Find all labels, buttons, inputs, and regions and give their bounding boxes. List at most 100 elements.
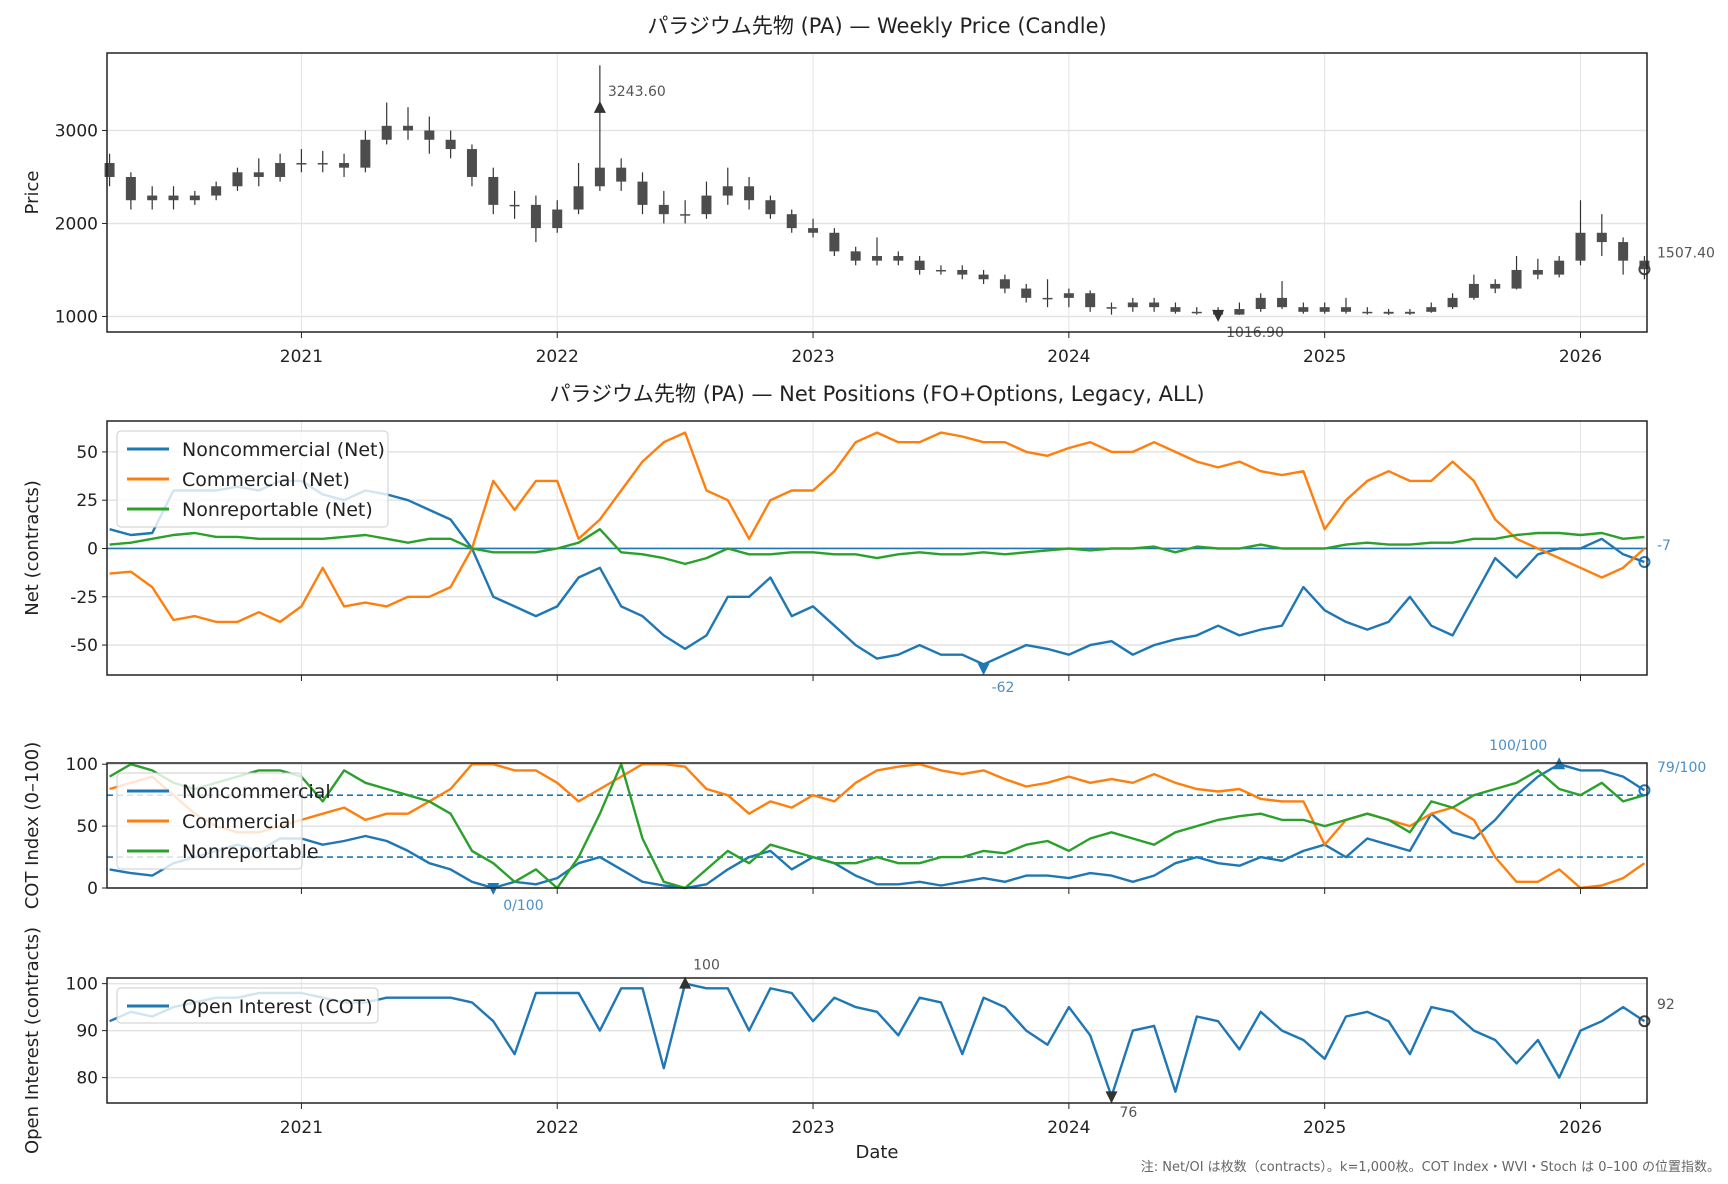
y-tick-label: -50	[70, 636, 98, 656]
y-tick-label: 50	[76, 817, 98, 837]
x-tick-label: 2021	[280, 347, 323, 367]
candle-body	[658, 204, 669, 215]
candle-body	[104, 163, 115, 177]
candle-body	[1468, 283, 1479, 298]
x-tick-label: 2022	[536, 1118, 579, 1138]
candle-body	[829, 232, 840, 252]
legend-label: Commercial	[182, 811, 296, 833]
y-tick-label: 100	[66, 755, 98, 775]
candle-body	[317, 163, 328, 165]
candle-body	[935, 269, 946, 272]
y-tick-label: 100	[66, 975, 98, 995]
candle-body	[1106, 307, 1117, 309]
annotation-label: 3243.60	[608, 84, 666, 100]
candle-body	[125, 176, 136, 201]
y-tick-label: 3000	[55, 121, 98, 141]
legend-label: Nonreportable (Net)	[182, 499, 373, 521]
candle-body	[1042, 297, 1053, 300]
candle-body	[616, 167, 627, 182]
candle-body	[403, 125, 414, 131]
last-value-marker-icon	[1638, 263, 1651, 276]
candle-body	[1021, 288, 1032, 298]
x-axis-label: Date	[855, 1142, 898, 1163]
candle-body	[339, 163, 350, 168]
candle-body	[381, 125, 392, 140]
min-marker-icon	[1212, 309, 1225, 322]
y-axis-label: Open Interest (contracts)	[22, 927, 43, 1154]
candle-body	[999, 279, 1010, 289]
annotation-label: 0/100	[503, 898, 543, 914]
candle-body	[424, 130, 435, 140]
candle-body	[189, 195, 200, 201]
candle-body	[722, 186, 733, 196]
annotation-label: 1016.90	[1226, 325, 1284, 341]
candle-body	[893, 256, 904, 261]
min-marker-icon	[1105, 1091, 1118, 1104]
panel-4: 80 90 100 2021 2022 2023 2024 2025 2026 100 76 92 Op…	[22, 927, 1675, 1163]
candle-body	[1149, 302, 1160, 308]
candle-body	[1404, 311, 1415, 314]
y-tick-label: 25	[76, 491, 98, 511]
y-axis-label: COT Index (0–100)	[22, 742, 43, 910]
min-marker-icon	[977, 663, 990, 676]
series-line-nonreportable-net-	[109, 528, 1645, 566]
min-marker-icon	[487, 883, 500, 895]
candle-body	[1532, 269, 1543, 275]
legend: Noncommercial Commercial Nonreportable	[116, 772, 331, 870]
legend-label: Noncommercial (Net)	[182, 439, 385, 461]
chart-title: パラジウム先物 (PA) — Net Positions (FO+Options…	[549, 382, 1204, 406]
candle-body	[168, 195, 179, 201]
candle-body	[1085, 293, 1096, 308]
annotation-label: 76	[1119, 1105, 1137, 1121]
candle-body	[147, 195, 158, 201]
last-value-marker-icon	[1638, 556, 1651, 569]
candle-body	[1554, 260, 1565, 275]
legend-label: Commercial (Net)	[182, 469, 350, 491]
x-tick-label: 2026	[1559, 1118, 1602, 1138]
candle-body	[744, 186, 755, 201]
y-tick-label: 0	[87, 539, 98, 559]
candle-body	[509, 204, 520, 207]
candle-body	[680, 214, 691, 216]
legend-label: Open Interest (COT)	[182, 996, 373, 1018]
candle-body	[573, 186, 584, 210]
x-tick-label: 2025	[1303, 1118, 1346, 1138]
candle-body	[1277, 297, 1288, 308]
candle-body	[1511, 269, 1522, 289]
candle-body	[253, 172, 264, 177]
candle-body	[957, 269, 968, 275]
last-value-marker-icon	[1638, 1015, 1651, 1028]
x-tick-label: 2024	[1047, 1118, 1090, 1138]
candle-body	[1298, 307, 1309, 312]
y-tick-label: 1000	[55, 307, 98, 327]
annotation-label: -7	[1657, 538, 1671, 554]
candle-body	[1255, 297, 1266, 310]
panel-2: -50 -25 0 25 50 -62 -7 Noncommercial (Net) Comme…	[22, 382, 1671, 696]
candle-body	[1319, 307, 1330, 312]
x-tick-label: 2025	[1303, 347, 1346, 367]
candle-body	[594, 167, 605, 187]
plot-frame	[106, 420, 1648, 676]
candle-body	[1170, 307, 1181, 312]
annotation-label: 100	[693, 958, 720, 974]
chart-title: パラジウム先物 (PA) — Weekly Price (Candle)	[647, 14, 1106, 38]
footnote: 注: Net/OI は枚数（contracts）。k=1,000枚。COT In…	[1140, 1160, 1720, 1175]
candle-body	[275, 163, 286, 177]
candle-body	[488, 176, 499, 205]
series-line-commercial-net-	[109, 431, 1646, 624]
candle-body	[552, 209, 563, 229]
x-tick-label: 2021	[280, 1118, 323, 1138]
candle-body	[445, 139, 456, 150]
annotation-label: 100/100	[1489, 738, 1547, 754]
candle-body	[765, 200, 776, 215]
series-line-nonreportable	[108, 763, 1645, 890]
y-axis-label: Price	[22, 171, 43, 215]
candle-body	[914, 260, 925, 270]
plot-frame	[106, 977, 1648, 1104]
candle-body	[530, 204, 541, 229]
plot-frame	[106, 52, 1648, 333]
candle-body	[872, 256, 882, 261]
annotation-label: -62	[992, 680, 1015, 696]
candle-body	[1362, 311, 1373, 314]
x-tick-label: 2026	[1559, 347, 1602, 367]
